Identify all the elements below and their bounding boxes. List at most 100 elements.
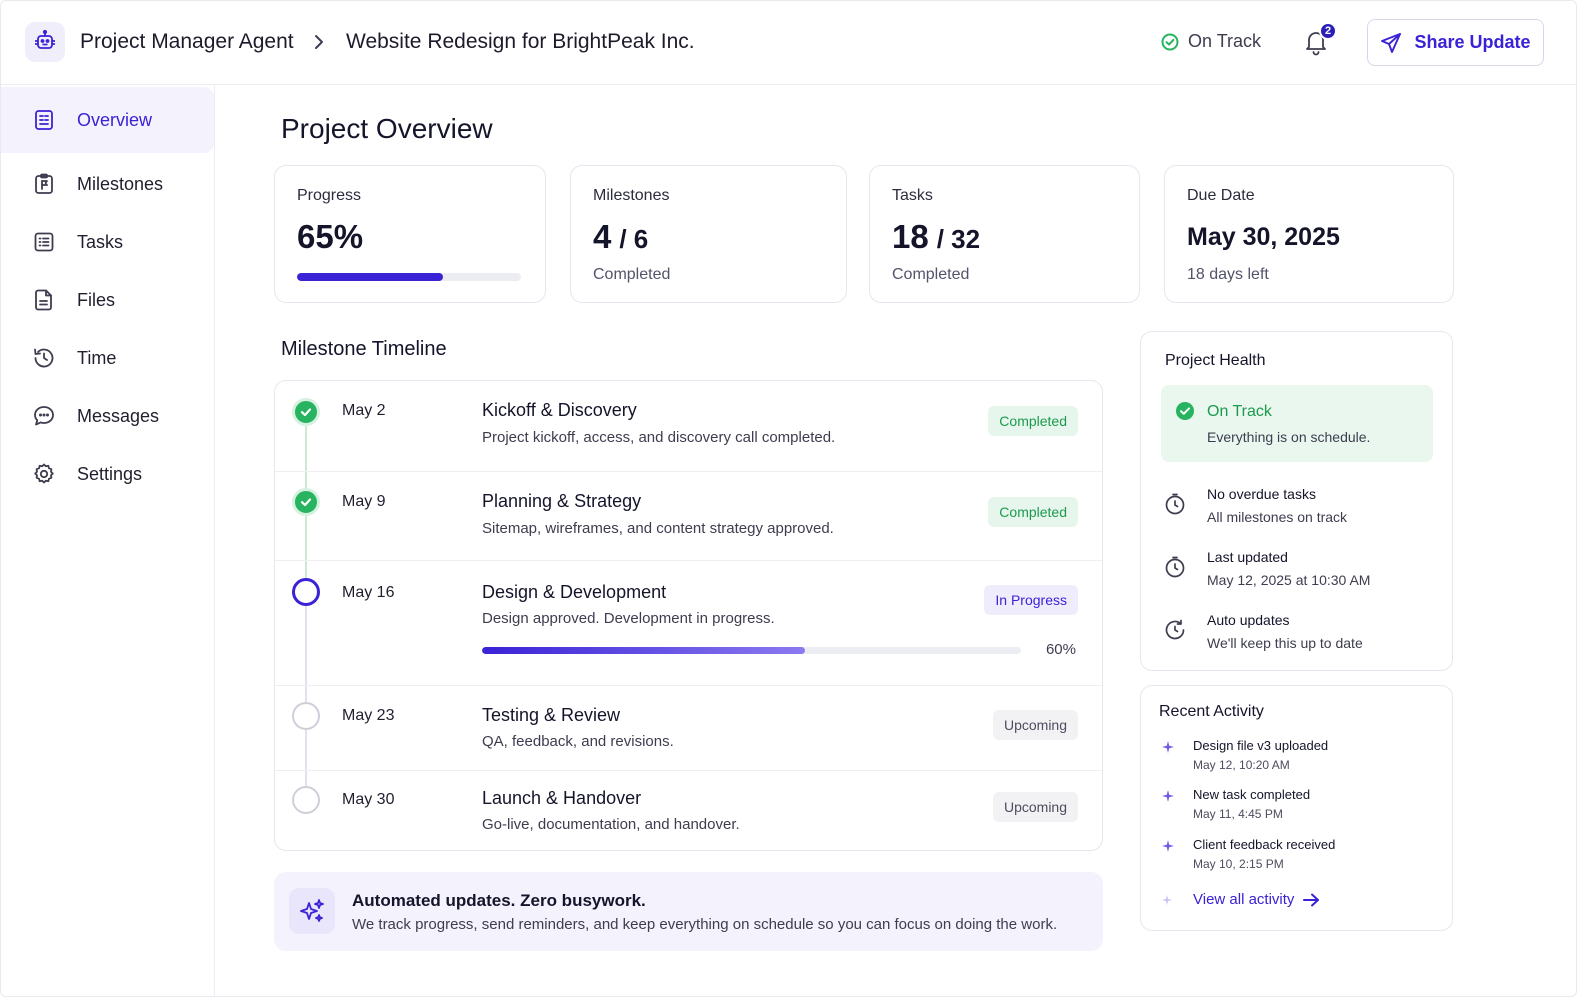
app-name[interactable]: Project Manager Agent xyxy=(80,30,294,53)
milestone-desc: Sitemap, wireframes, and content strateg… xyxy=(482,520,834,537)
arrow-right-icon xyxy=(1303,893,1320,906)
milestone-title: Launch & Handover xyxy=(482,788,642,808)
view-all-activity-link[interactable]: View all activity xyxy=(1193,891,1320,908)
check-circle-icon xyxy=(292,398,320,426)
clock-icon xyxy=(1165,556,1185,578)
tasks-label: Tasks xyxy=(892,187,933,204)
in-progress-circle-icon xyxy=(292,578,320,606)
sparkle-icon xyxy=(1162,790,1174,802)
tasks-count: 18/ 32 xyxy=(892,218,980,256)
milestone-title: Design & Development xyxy=(482,582,667,602)
milestone-timeline: May 2 Kickoff & Discovery Project kickof… xyxy=(274,380,1103,851)
banner-title: Automated updates. Zero busywork. xyxy=(352,891,646,910)
progress-card: Progress 65% xyxy=(274,165,546,303)
sidebar-item-label: Settings xyxy=(77,463,143,484)
send-icon xyxy=(1381,32,1402,53)
project-health-panel: Project Health On Track Everything is on… xyxy=(1140,331,1453,671)
timeline-item[interactable]: May 23 Testing & Review QA, feedback, an… xyxy=(275,685,1102,770)
tasks-card: Tasks 18/ 32 Completed xyxy=(869,165,1140,303)
milestone-desc: Go-live, documentation, and handover. xyxy=(482,816,740,833)
sidebar-item-label: Overview xyxy=(77,109,153,130)
sparkles-icon xyxy=(289,888,335,934)
timeline-item[interactable]: May 30 Launch & Handover Go-live, docume… xyxy=(275,770,1102,850)
milestones-icon xyxy=(31,171,57,197)
milestone-date: May 23 xyxy=(342,707,395,724)
activity-time: May 12, 10:20 AM xyxy=(1193,758,1290,772)
sparkle-icon xyxy=(1162,840,1174,852)
tasks-done: 18 xyxy=(892,218,929,255)
sidebar-item-overview[interactable]: Overview xyxy=(1,87,214,153)
milestones-sub: Completed xyxy=(593,266,671,283)
share-update-button[interactable]: Share Update xyxy=(1367,19,1544,66)
milestone-progress-label: 60% xyxy=(1045,641,1076,658)
check-circle-icon xyxy=(292,488,320,516)
banner-desc: We track progress, send reminders, and k… xyxy=(352,916,1058,933)
progress-bar xyxy=(297,273,521,281)
milestone-title: Planning & Strategy xyxy=(482,491,642,511)
files-icon xyxy=(31,287,57,313)
timeline-item[interactable]: May 16 Design & Development Design appro… xyxy=(275,560,1102,685)
sidebar-item-label: Tasks xyxy=(77,231,124,252)
panel-title: Recent Activity xyxy=(1159,703,1264,720)
sidebar-item-messages[interactable]: Messages xyxy=(1,383,214,449)
recent-activity-panel: Recent Activity Design file v3 uploaded … xyxy=(1140,685,1453,931)
overview-icon xyxy=(31,107,57,133)
header-status: On Track xyxy=(1161,31,1261,52)
activity-title: New task completed xyxy=(1193,787,1311,802)
milestone-date: May 30 xyxy=(342,791,395,808)
milestone-date: May 2 xyxy=(342,402,386,419)
milestone-progress-bar xyxy=(482,647,1021,654)
status-badge: Completed xyxy=(988,497,1078,527)
sparkle-icon xyxy=(1162,741,1174,753)
timeline-title: Milestone Timeline xyxy=(281,338,447,360)
notification-badge: 2 xyxy=(1319,22,1337,40)
progress-bar-fill xyxy=(297,273,443,281)
sidebar-item-label: Time xyxy=(77,347,117,368)
project-name[interactable]: Website Redesign for BrightPeak Inc. xyxy=(346,30,695,53)
due-date-label: Due Date xyxy=(1187,187,1255,204)
health-status-box: On Track Everything is on schedule. xyxy=(1161,385,1433,462)
milestones-card: Milestones 4/ 6 Completed xyxy=(570,165,847,303)
activity-title: Design file v3 uploaded xyxy=(1193,738,1329,753)
milestone-progress-fill xyxy=(482,647,806,654)
check-circle-icon xyxy=(1176,402,1194,420)
sparkle-icon xyxy=(1161,894,1173,906)
milestone-title: Testing & Review xyxy=(482,705,621,725)
timeline-item[interactable]: May 2 Kickoff & Discovery Project kickof… xyxy=(275,381,1102,471)
tasks-total: / 32 xyxy=(936,224,981,254)
timeline-item[interactable]: May 9 Planning & Strategy Sitemap, wiref… xyxy=(275,471,1102,560)
health-item-sub: All milestones on track xyxy=(1207,509,1348,525)
sidebar-item-milestones[interactable]: Milestones xyxy=(1,151,214,217)
automation-banner: Automated updates. Zero busywork. We tra… xyxy=(274,872,1103,951)
health-item-sub: We'll keep this up to date xyxy=(1207,635,1363,651)
chevron-right-icon xyxy=(311,30,327,54)
sidebar-item-settings[interactable]: Settings xyxy=(1,441,214,507)
share-update-label: Share Update xyxy=(1414,32,1531,52)
health-status-sub: Everything is on schedule. xyxy=(1207,429,1371,445)
status-badge: Upcoming xyxy=(992,792,1078,822)
health-item-title: Last updated xyxy=(1207,549,1288,565)
tasks-icon xyxy=(31,229,57,255)
tasks-sub: Completed xyxy=(892,266,970,283)
check-circle-icon xyxy=(1161,33,1179,50)
milestone-date: May 16 xyxy=(342,584,395,601)
status-badge: In Progress xyxy=(984,585,1078,615)
activity-time: May 10, 2:15 PM xyxy=(1193,857,1284,871)
activity-time: May 11, 4:45 PM xyxy=(1193,807,1283,821)
sidebar-item-time[interactable]: Time xyxy=(1,325,214,391)
milestone-desc: Design approved. Development in progress… xyxy=(482,610,775,627)
sidebar-item-files[interactable]: Files xyxy=(1,267,214,333)
due-date-value: May 30, 2025 xyxy=(1187,223,1340,251)
health-item-title: Auto updates xyxy=(1207,612,1290,628)
milestones-label: Milestones xyxy=(593,187,670,204)
sidebar-item-label: Messages xyxy=(77,405,160,426)
milestones-done: 4 xyxy=(593,218,612,255)
milestone-date: May 9 xyxy=(342,493,386,510)
sidebar: Overview Milestones Tasks Files Time xyxy=(1,85,215,996)
agent-logo-icon[interactable] xyxy=(25,22,65,62)
refresh-clock-icon xyxy=(1165,619,1185,640)
progress-label: Progress xyxy=(297,187,362,204)
sidebar-item-tasks[interactable]: Tasks xyxy=(1,209,214,275)
milestone-desc: Project kickoff, access, and discovery c… xyxy=(482,429,836,446)
